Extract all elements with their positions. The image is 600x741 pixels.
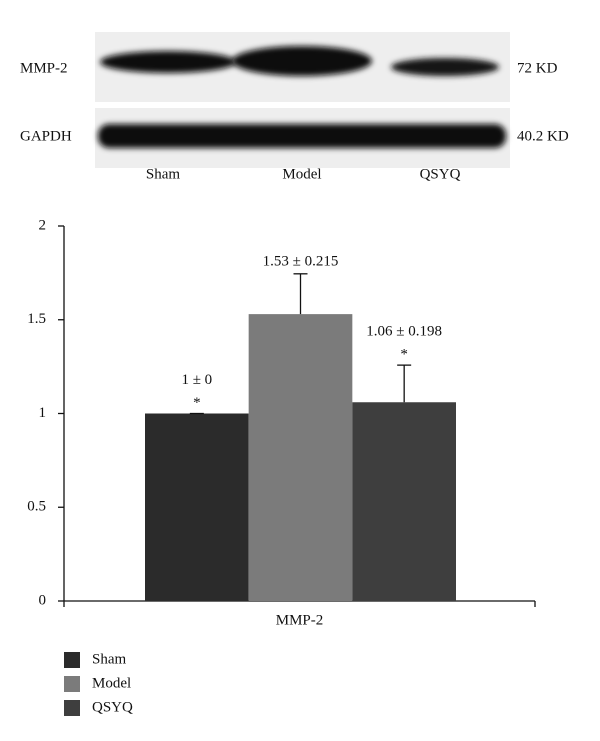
legend-swatch [64,676,80,692]
band [100,51,236,73]
y-tick-label: 2 [39,217,47,233]
band [98,124,506,148]
band [391,58,499,76]
y-tick-label: 0.5 [27,499,46,515]
blot-size-label: 72 KD [517,60,558,76]
lane-label: QSYQ [420,166,461,182]
bar [248,314,353,601]
blot-size-label: 40.2 KD [517,128,569,144]
y-tick-label: 0 [39,592,47,608]
bar [352,402,456,601]
bar [145,413,249,601]
significance-mark: * [193,395,201,411]
blot-row-label: MMP-2 [20,60,68,76]
legend-label: Sham [92,651,127,667]
value-label: 1.53 ± 0.215 [263,253,339,269]
band [232,46,372,76]
lane-label: Sham [146,166,181,182]
value-label: 1.06 ± 0.198 [366,324,442,340]
legend-swatch [64,652,80,668]
x-tick-label: MMP-2 [276,612,324,628]
legend-label: QSYQ [92,699,133,715]
legend-swatch [64,700,80,716]
blot-row-label: GAPDH [20,128,72,144]
lane-label: Model [282,166,321,182]
y-tick-label: 1 [39,405,47,421]
y-tick-label: 1.5 [27,311,46,327]
value-label: 1 ± 0 [181,372,212,388]
significance-mark: * [400,347,408,363]
legend-label: Model [92,675,131,691]
western-blot: MMP-2 GAPDH 72 KD 40.2 KD Sham Model QSY… [20,32,569,182]
